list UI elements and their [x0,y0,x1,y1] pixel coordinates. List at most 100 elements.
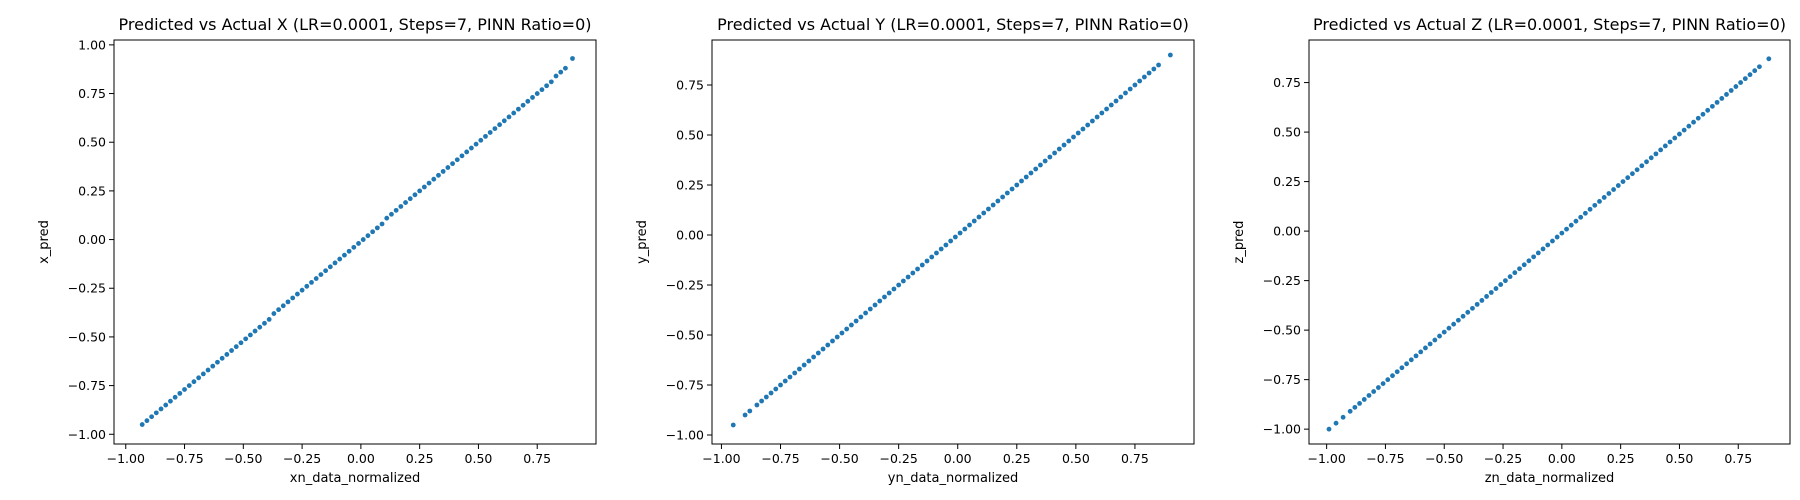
scatter-point [1357,401,1362,406]
scatter-point [459,153,465,159]
scatter-point [450,161,455,167]
scatter-point [1630,171,1635,177]
scatter-point [995,198,1001,204]
scatter-point [454,157,460,163]
scatter-point [1653,151,1659,157]
scatter-point [280,303,286,309]
scatter-point [971,218,977,224]
scatter-point [768,390,774,396]
scatter-point [839,330,845,336]
scatter-point [473,141,479,147]
y-tick-label: −1.00 [666,428,704,443]
y-tick-label: 0.50 [676,128,704,143]
scatter-point [773,386,779,392]
scatter-point [153,410,159,416]
scatter-point [1639,163,1645,169]
scatter-point [1413,353,1419,359]
scatter-point [1705,107,1711,113]
chart-title: Predicted vs Actual X (LR=0.0001, Steps=… [119,15,592,34]
x-tick-label: 0.25 [1607,451,1635,466]
axes-frame [113,39,597,445]
scatter-point [1488,290,1494,295]
x-tick-label: −0.25 [1484,451,1522,466]
scatter-point [1033,166,1039,172]
x-tick-label: 0.50 [1062,451,1090,466]
scatter-point [351,244,357,250]
scatter-point [1677,131,1682,137]
scatter-point [1733,84,1739,89]
scatter-point [1742,76,1748,82]
scatter-point [730,422,736,428]
chart-title: Predicted vs Actual Z (LR=0.0001, Steps=… [1313,15,1786,34]
scatter-point [815,350,821,356]
scatter-point [858,314,864,320]
scatter-point [1028,170,1034,176]
x-tick-label: −0.75 [1366,451,1404,466]
scatter-point [412,192,418,198]
scatter-point [436,172,441,178]
scatter-point [1404,361,1410,367]
scatter-point [1085,122,1091,128]
scatter-point [915,266,920,272]
scatter-point [929,254,935,260]
x-tick-label: −1.00 [107,451,145,466]
scatter-point [1615,183,1621,188]
scatter-point [1540,246,1546,252]
scatter-point [1592,202,1598,208]
scatter-point [1691,119,1696,125]
scatter-point [365,233,371,239]
scatter-point [1167,52,1173,58]
scatter-point [299,287,305,293]
scatter-point [398,204,404,209]
scatter-point [806,358,812,364]
scatter-point [252,328,258,334]
scatter-point [1366,393,1372,398]
scatter-point [1023,174,1029,180]
scatter-point [271,311,277,316]
scatter-point [539,87,545,93]
scatter-point [1019,178,1024,184]
scatter-point [342,252,347,258]
scatter-point [1390,373,1395,379]
scatter-point [276,307,281,313]
scatter-point [1047,154,1053,160]
scatter-point [389,211,394,217]
scatter-point [1137,78,1143,84]
scatter-point [487,130,493,135]
scatter-point [1559,230,1565,236]
scatter-point [900,278,906,284]
scatter-point [393,207,399,213]
y-tick-label: −0.75 [68,378,106,393]
scatter-point [210,363,216,369]
scatter-point [1094,114,1100,120]
scatter-point [323,268,329,274]
scatter-point [1423,345,1428,351]
scatter-point [332,260,338,266]
scatter-point [497,122,502,128]
scatter-point [943,242,949,248]
scatter-point [1766,56,1772,62]
scatter-point [483,133,488,139]
scatter-point [1521,262,1527,268]
scatter-point [1503,278,1508,284]
scatter-point [1427,341,1433,347]
scatter-point [1545,242,1551,248]
y-tick-label: −0.75 [1263,372,1301,387]
scatter-point [1709,103,1715,109]
y-axis-label: y_pred [635,220,650,264]
scatter-point [986,206,991,212]
scatter-point [811,354,816,360]
scatter-point [910,270,916,276]
x-tick-label: 0.50 [465,451,493,466]
scatter-point [224,352,230,357]
scatter-point [233,344,239,350]
scatter-point [186,383,192,388]
scatter-point [1535,250,1541,256]
scatter-point [356,241,361,246]
chart-panel-2: −1.00 −0.75 −0.50 −0.25 0.00 0.25 0.50 0.75 −1.0… [1232,15,1791,486]
scatter-point [830,338,835,344]
scatter-point [309,280,314,285]
x-axis-label: yn_data_normalized [888,471,1018,486]
scatter-point [1728,88,1734,93]
scatter-point [506,114,512,120]
